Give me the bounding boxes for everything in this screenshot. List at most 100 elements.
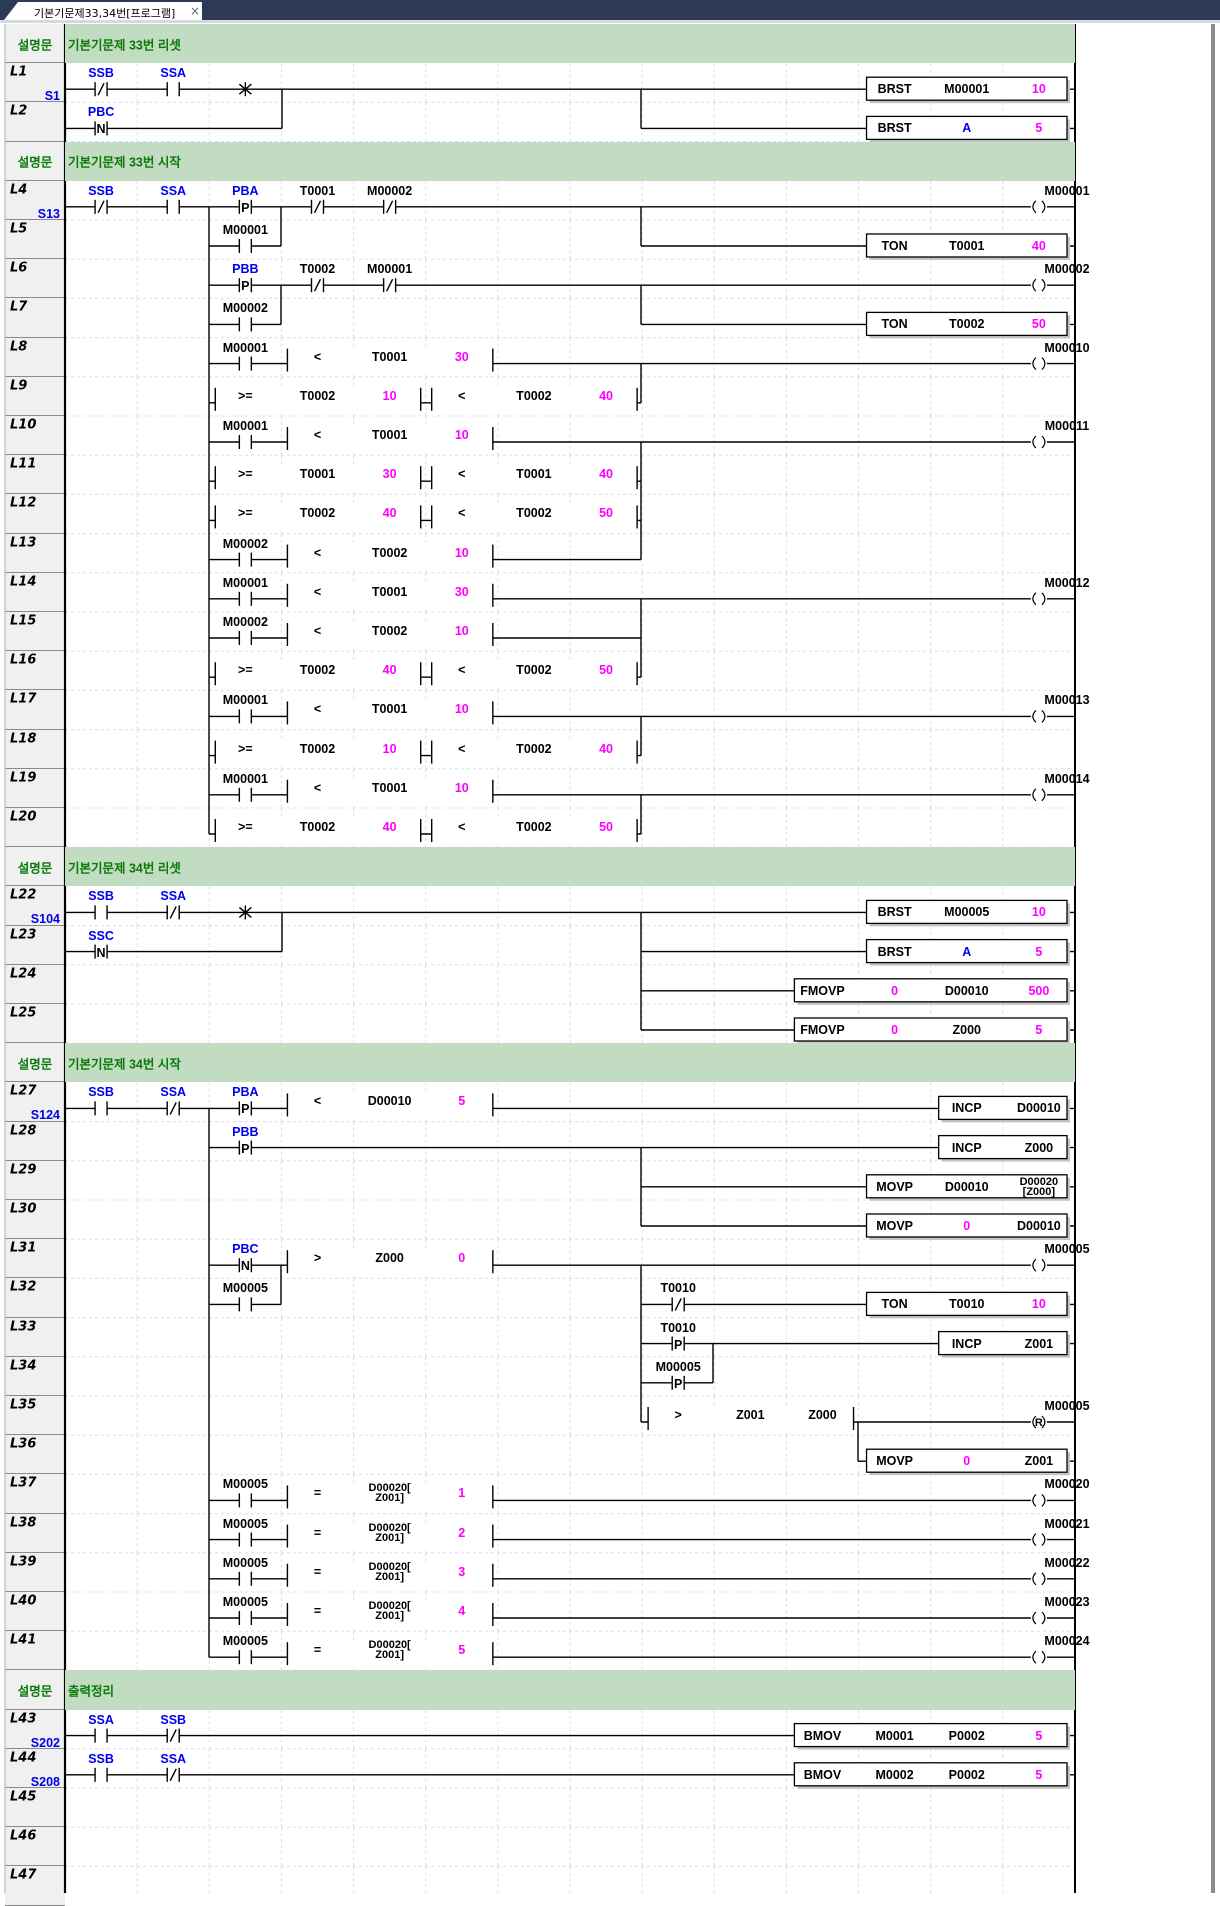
contact-operand: M00005 [222,1281,268,1296]
compare-operand-1: T0002 [299,663,336,678]
line-number: L22 [10,887,37,903]
instruction-name: BRST [877,82,912,97]
instruction-operand: A [962,121,972,136]
instruction-operand: A [962,944,972,959]
coil-mask [1030,279,1047,292]
nc-slash-icon [674,1298,682,1311]
instruction-operand: D00010 [944,1179,989,1194]
comment-row[interactable] [65,1670,1075,1710]
contact-operand: M00001 [367,262,413,277]
row-gutter [5,416,65,456]
compare-operator: = [313,1643,322,1658]
compare-operand-1: T0002 [516,663,552,678]
comment-label: 설명문 [17,155,53,170]
line-number: L41 [10,1632,37,1648]
instruction-name: BRST [877,944,912,959]
contact-operand: SSA [160,66,187,81]
contact-mask [239,355,252,372]
contact-mask [239,1570,252,1587]
contact-operand: SSB [88,66,114,81]
edge-symbol: N [96,945,106,960]
instruction-operand: 40 [1031,239,1046,253]
compare-mask [287,1561,493,1590]
compare-operand-2: 30 [454,584,469,599]
compare-operand-1: D00020[ Z001] [368,1639,411,1662]
compare-operand-2: 10 [454,624,469,638]
tab-program[interactable]: 기본기문제33,34번[프로그램] × [4,2,202,20]
compare-operator: >= [238,663,253,678]
compare-mask [287,699,493,728]
compare-operator: >= [238,820,253,834]
compare-operand-1: T0002 [371,624,408,638]
row-gutter [5,1513,65,1553]
instruction-name: BRST [877,905,912,920]
compare-operand-1: T0001 [371,702,408,717]
compare-mask [431,503,638,532]
scrollbar[interactable] [1211,24,1215,1893]
comment-row[interactable] [65,141,1075,181]
row-gutter [5,808,65,848]
instruction-box [865,115,1068,141]
instruction-box [865,1213,1068,1238]
instruction-name: MOVP [876,1454,914,1469]
coil-icon [1032,1258,1037,1272]
line-number: L43 [10,1711,37,1727]
line-number: L16 [10,652,37,668]
compare-operator: < [313,702,322,717]
contact-mask [239,198,252,215]
line-number: L37 [10,1475,37,1491]
coil-icon [1032,357,1037,371]
compare-mask [215,464,421,493]
contact-operand: T0010 [660,1281,696,1296]
contact-mask [95,904,108,921]
close-icon[interactable]: × [190,4,201,18]
row-gutter [5,1160,65,1200]
comment-label: 설명문 [17,1684,53,1699]
compare-operator: < [458,467,466,482]
compare-operand-1: T0002 [371,545,408,560]
edge-symbol: P [241,1102,250,1117]
comment-row[interactable] [65,24,1075,64]
compare-mask [287,425,493,453]
compare-operand-1: Z001 [736,1408,765,1422]
line-number: L39 [10,1554,37,1570]
coil-icon [1041,1611,1046,1625]
instruction-box [865,1448,1068,1473]
row-gutter [5,1827,65,1867]
line-number: L14 [10,574,37,590]
line-number: L33 [10,1319,37,1335]
instruction-box [938,1330,1068,1356]
row-gutter [5,337,65,377]
line-number: L13 [10,535,37,551]
compare-operand-2: 40 [599,741,613,756]
instruction-operand: D00020 [Z000] [1019,1175,1059,1198]
compare-operand-1: T0002 [516,741,552,756]
compare-operator: < [313,545,322,560]
compare-operand-1: D00020[ Z001] [368,1521,411,1544]
coil-operand: M00021 [1044,1516,1090,1531]
row-gutter [5,455,65,495]
instruction-box [793,1762,1068,1787]
step-number: S1 [44,89,60,104]
line-number: L9 [10,378,28,394]
edge-symbol: P [241,200,250,215]
contact-operand: PBC [87,105,115,120]
coil-mask [1030,1572,1047,1585]
coil-operand: M00014 [1044,771,1090,786]
contact-operand: T0001 [299,183,336,198]
row-gutter [5,533,65,573]
line-number: L35 [10,1397,37,1413]
contact-operand: PBA [232,1085,259,1100]
coil-icon [1032,592,1037,606]
instruction-box [865,76,1068,101]
comment-row[interactable] [65,847,1075,887]
edge-symbol: P [674,1376,683,1391]
coil-icon [1041,592,1046,606]
comment-row[interactable] [65,1043,1075,1083]
instruction-name: INCP [951,1336,982,1351]
compare-operator: >= [238,506,253,521]
line-number: L10 [10,417,37,433]
nc-slash-icon [169,1102,177,1115]
compare-mask [431,738,638,767]
contact-operand: M00001 [222,575,268,590]
